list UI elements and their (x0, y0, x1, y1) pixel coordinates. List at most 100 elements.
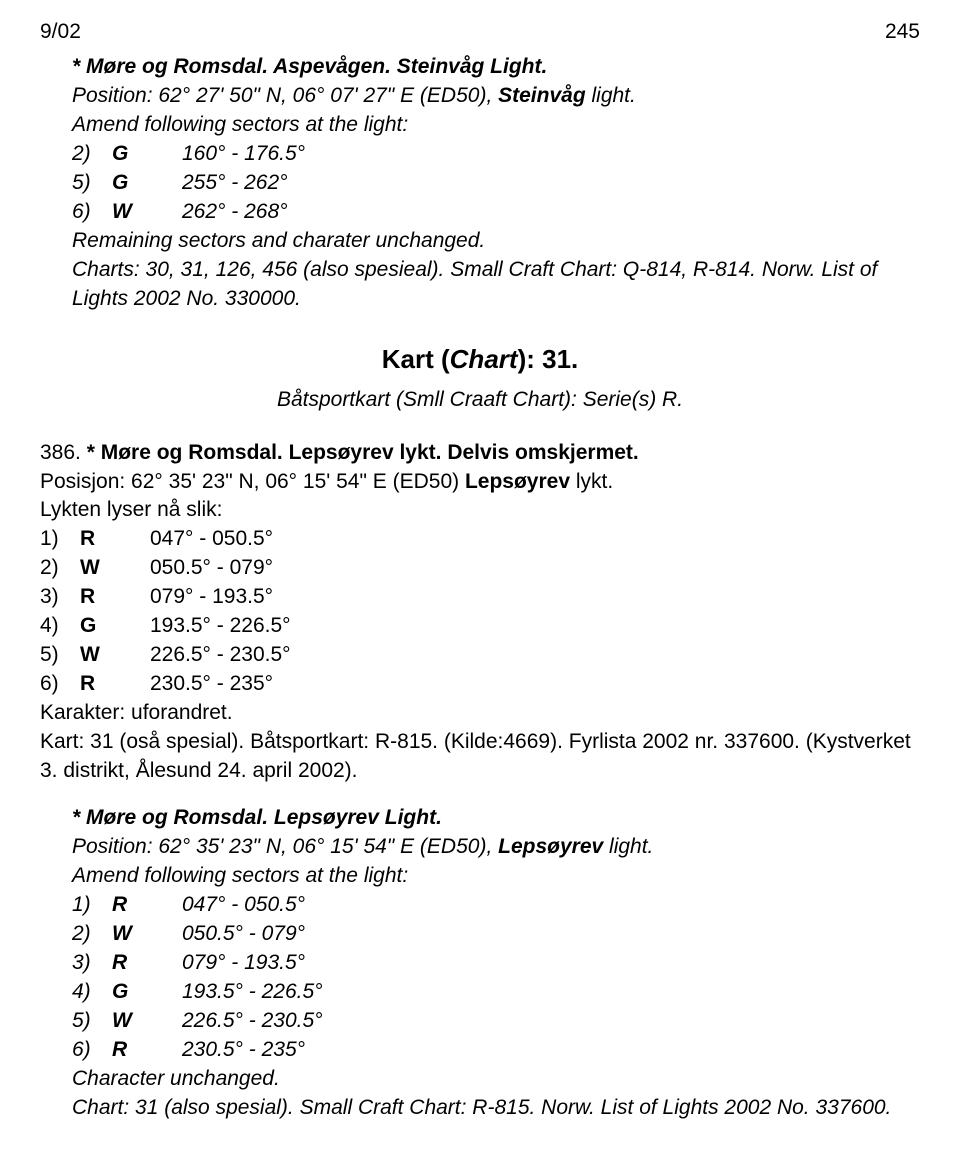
sector-num: 1) (72, 891, 112, 920)
sector-color: W (112, 198, 182, 227)
sector-row: 4)G193.5° - 226.5° (72, 978, 920, 1007)
item2-block: 386. * Møre og Romsdal. Lepsøyrev lykt. … (40, 439, 920, 787)
sector-color: G (112, 140, 182, 169)
kart-pre: Kart ( (382, 344, 450, 374)
pos-post: light. (586, 84, 636, 107)
sector-range: 193.5° - 226.5° (150, 612, 291, 641)
sector-num: 4) (40, 612, 80, 641)
sub-post: ): Serie(s) R. (564, 388, 683, 411)
sector-range: 226.5° - 230.5° (182, 1007, 323, 1036)
sector-num: 2) (72, 140, 112, 169)
item2-kart: Kart: 31 (oså spesial). Båtsportkart: R-… (40, 728, 920, 786)
pos-post: lykt. (570, 470, 613, 493)
sector-num: 1) (40, 525, 80, 554)
sector-row: 1)R047° - 050.5° (40, 525, 920, 554)
sub-it: Smll Craaft Chart (403, 388, 564, 411)
sector-range: 079° - 193.5° (182, 949, 305, 978)
sector-num: 3) (40, 583, 80, 612)
sector-range: 050.5° - 079° (182, 920, 305, 949)
sector-color: W (112, 920, 182, 949)
sector-color: G (112, 169, 182, 198)
pos-bold: Lepsøyrev (465, 470, 570, 493)
sector-row: 2)W050.5° - 079° (40, 554, 920, 583)
page-header: 9/02 245 (40, 18, 920, 47)
sub-pre: Båtsportkart ( (277, 388, 403, 411)
item1-charts: Charts: 30, 31, 126, 456 (also spesieal)… (72, 256, 920, 314)
item3-title: * Møre og Romsdal. Lepsøyrev Light. (72, 804, 920, 833)
sector-row: 6)R230.5° - 235° (72, 1036, 920, 1065)
sector-row: 5)W226.5° - 230.5° (40, 641, 920, 670)
item2-title-text: * Møre og Romsdal. Lepsøyrev lykt. Delvi… (87, 441, 639, 464)
item2-position: Posisjon: 62° 35' 23" N, 06° 15' 54" E (… (40, 468, 920, 497)
item1-amend: Amend following sectors at the light: (72, 111, 920, 140)
item1-remain: Remaining sectors and charater unchanged… (72, 227, 920, 256)
sector-num: 2) (40, 554, 80, 583)
sector-range: 050.5° - 079° (150, 554, 273, 583)
title-prefix: * (72, 806, 86, 829)
sector-row: 5)W226.5° - 230.5° (72, 1007, 920, 1036)
pos-bold: Steinvåg (498, 84, 586, 107)
sector-color: W (80, 641, 150, 670)
item1-position: Position: 62° 27' 50" N, 06° 07' 27" E (… (72, 82, 920, 111)
item3-position: Position: 62° 35' 23" N, 06° 15' 54" E (… (72, 833, 920, 862)
sector-row: 2)W050.5° - 079° (72, 920, 920, 949)
pos-pre: Position: 62° 35' 23" N, 06° 15' 54" E (… (72, 835, 498, 858)
sector-num: 3) (72, 949, 112, 978)
sector-range: 255° - 262° (182, 169, 288, 198)
sector-range: 230.5° - 235° (150, 670, 273, 699)
pos-pre: Posisjon: 62° 35' 23" N, 06° 15' 54" E (… (40, 470, 465, 493)
pos-pre: Position: 62° 27' 50" N, 06° 07' 27" E (… (72, 84, 498, 107)
sector-range: 047° - 050.5° (150, 525, 273, 554)
item2-pre: Lykten lyser nå slik: (40, 496, 920, 525)
sector-row: 1)R047° - 050.5° (72, 891, 920, 920)
sector-color: W (80, 554, 150, 583)
header-right: 245 (885, 18, 920, 47)
sector-row: 6)R230.5° - 235° (40, 670, 920, 699)
sector-num: 5) (40, 641, 80, 670)
sector-num: 6) (40, 670, 80, 699)
item3-block: * Møre og Romsdal. Lepsøyrev Light. Posi… (72, 804, 920, 1123)
sector-color: W (112, 1007, 182, 1036)
sector-row: 3)R079° - 193.5° (72, 949, 920, 978)
item2-kar: Karakter: uforandret. (40, 699, 920, 728)
sector-range: 047° - 050.5° (182, 891, 305, 920)
item3-amend: Amend following sectors at the light: (72, 862, 920, 891)
sector-color: R (80, 583, 150, 612)
sector-color: G (80, 612, 150, 641)
sector-color: R (80, 670, 150, 699)
sector-color: G (112, 978, 182, 1007)
sector-row: 6)W262° - 268° (72, 198, 920, 227)
kart-post: ): 31. (518, 344, 579, 374)
sector-range: 262° - 268° (182, 198, 288, 227)
item3-char: Character unchanged. (72, 1065, 920, 1094)
sector-range: 193.5° - 226.5° (182, 978, 323, 1007)
sector-color: R (112, 1036, 182, 1065)
header-left: 9/02 (40, 18, 81, 47)
sector-range: 160° - 176.5° (182, 140, 305, 169)
sector-row: 2)G160° - 176.5° (72, 140, 920, 169)
sector-color: R (80, 525, 150, 554)
sector-row: 3)R079° - 193.5° (40, 583, 920, 612)
sector-range: 230.5° - 235° (182, 1036, 305, 1065)
pos-bold: Lepsøyrev (498, 835, 603, 858)
item1-title: * Møre og Romsdal. Aspevågen. Steinvåg L… (72, 53, 920, 82)
item3-chart: Chart: 31 (also spesial). Small Craft Ch… (72, 1094, 920, 1123)
kart-sub: Båtsportkart (Smll Craaft Chart): Serie(… (40, 386, 920, 415)
pos-post: light. (603, 835, 653, 858)
sector-num: 6) (72, 198, 112, 227)
title-text: Møre og Romsdal. Aspevågen. Steinvåg Lig… (86, 55, 547, 78)
item2-sectors: 1)R047° - 050.5°2)W050.5° - 079°3)R079° … (40, 525, 920, 699)
item3-sectors: 1)R047° - 050.5°2)W050.5° - 079°3)R079° … (72, 891, 920, 1065)
title-prefix: * (72, 55, 86, 78)
item2-num: 386. (40, 441, 87, 464)
sector-row: 4)G193.5° - 226.5° (40, 612, 920, 641)
sector-num: 5) (72, 169, 112, 198)
item1-block: * Møre og Romsdal. Aspevågen. Steinvåg L… (72, 53, 920, 314)
sector-num: 2) (72, 920, 112, 949)
item2-title: 386. * Møre og Romsdal. Lepsøyrev lykt. … (40, 439, 920, 468)
item1-sectors: 2)G160° - 176.5°5)G255° - 262°6)W262° - … (72, 140, 920, 227)
title-text: Møre og Romsdal. Lepsøyrev Light. (86, 806, 442, 829)
sector-num: 6) (72, 1036, 112, 1065)
sector-row: 5)G255° - 262° (72, 169, 920, 198)
sector-color: R (112, 891, 182, 920)
